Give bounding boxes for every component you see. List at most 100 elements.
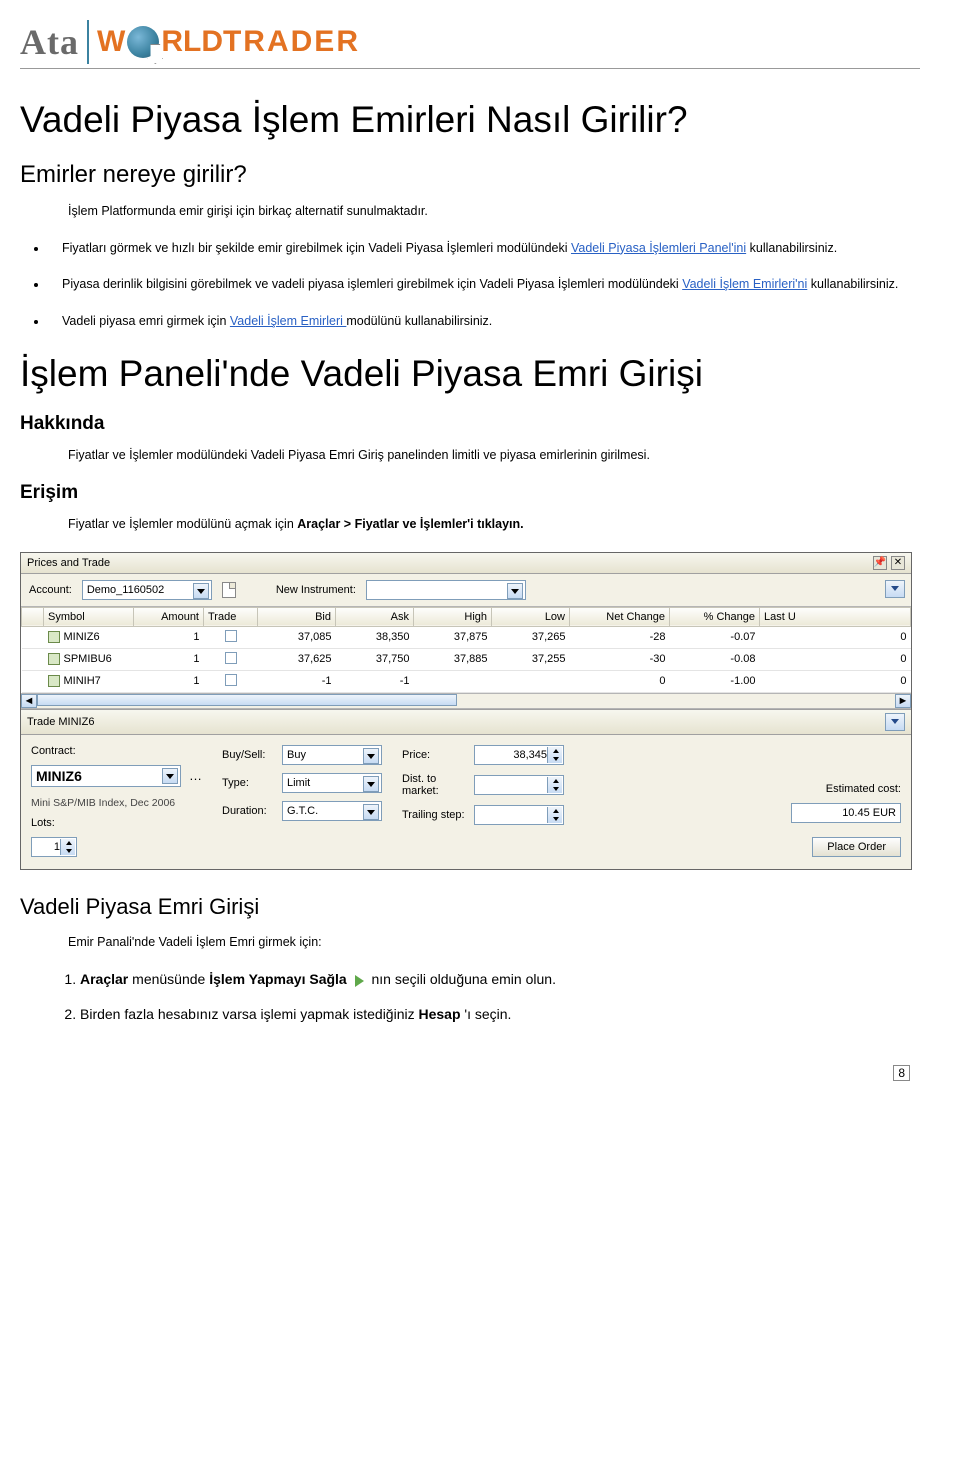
cell-trade[interactable]	[204, 648, 258, 670]
chevron-down-icon	[891, 719, 899, 724]
table-row[interactable]: SPMIBU6137,62537,75037,88537,255-30-0.08…	[22, 648, 911, 670]
duration-label: Duration:	[222, 805, 274, 817]
document-icon[interactable]	[222, 582, 236, 598]
account-value: Demo_1160502	[87, 584, 164, 596]
logo-w: W	[97, 25, 125, 59]
col-trade[interactable]: Trade	[204, 607, 258, 626]
order-col-submit: Estimated cost: 10.45 EUR Place Order	[791, 745, 901, 857]
duration-select[interactable]: G.T.C.	[282, 801, 382, 821]
step-bold: İşlem Yapmayı Sağla	[209, 971, 347, 987]
account-label: Account:	[29, 584, 72, 596]
trade-checkbox[interactable]	[225, 652, 237, 664]
scroll-track[interactable]	[37, 694, 895, 708]
cell-ask: 37,750	[336, 648, 414, 670]
cell-amount: 1	[134, 626, 204, 648]
link-orders-module[interactable]: Vadeli İşlem Emirleri	[230, 314, 346, 328]
row-handle[interactable]	[22, 626, 44, 648]
cell-low	[492, 670, 570, 692]
col-pctchange[interactable]: % Change	[670, 607, 760, 626]
buysell-select[interactable]: Buy	[282, 745, 382, 765]
cell-trade[interactable]	[204, 626, 258, 648]
cell-symbol: SPMIBU6	[44, 648, 134, 670]
list-item: Fiyatları görmek ve hızlı bir şekilde em…	[48, 239, 920, 258]
link-orders[interactable]: Vadeli İşlem Emirleri'ni	[682, 277, 807, 291]
cell-trade[interactable]	[204, 670, 258, 692]
order-col-price: Price: 38,345 Dist. to market: Trailing …	[402, 745, 564, 857]
account-toolbar: Account: Demo_1160502 New Instrument:	[21, 574, 911, 607]
bullet-text: kullanabilirsiniz.	[750, 241, 838, 255]
contract-description: Mini S&P/MIB Index, Dec 2006	[31, 797, 202, 809]
cell-low: 37,265	[492, 626, 570, 648]
table-row[interactable]: MINIZ6137,08538,35037,87537,265-28-0.070	[22, 626, 911, 648]
steps-list: Araçlar menüsünde İşlem Yapmayı Sağla nı…	[80, 969, 920, 1025]
collapse-button[interactable]	[885, 713, 905, 731]
list-item: Piyasa derinlik bilgisini görebilmek ve …	[48, 275, 920, 294]
lots-value: 1	[54, 841, 60, 853]
table-row[interactable]: MINIH71-1-10-1.000	[22, 670, 911, 692]
pin-button[interactable]: 📌	[873, 556, 887, 570]
col-ask[interactable]: Ask	[336, 607, 414, 626]
col-last[interactable]: Last U	[760, 607, 911, 626]
bullet-text: Vadeli piyasa emri girmek için	[62, 314, 230, 328]
scroll-left-button[interactable]: ◄	[21, 694, 37, 708]
contract-label: Contract:	[31, 745, 89, 757]
place-order-button[interactable]: Place Order	[812, 837, 901, 857]
play-icon	[355, 975, 364, 987]
logo-ata: Ata	[20, 21, 79, 63]
col-symbol[interactable]: Symbol	[44, 607, 134, 626]
scroll-thumb[interactable]	[37, 694, 457, 706]
step-text: menüsünde	[132, 971, 209, 987]
col-low[interactable]: Low	[492, 607, 570, 626]
table-header-row: Symbol Amount Trade Bid Ask High Low Net…	[22, 607, 911, 626]
cell-last: 0	[760, 648, 911, 670]
row-handle[interactable]	[22, 670, 44, 692]
logo-separator	[87, 20, 89, 64]
globe-icon	[127, 26, 159, 58]
prices-trade-window: Prices and Trade 📌 ✕ Account: Demo_11605…	[20, 552, 912, 870]
cell-high	[414, 670, 492, 692]
window-title: Prices and Trade	[27, 557, 110, 569]
instrument-icon	[48, 631, 60, 643]
price-table: Symbol Amount Trade Bid Ask High Low Net…	[21, 607, 911, 693]
row-handle[interactable]	[22, 648, 44, 670]
cell-netchange: -30	[570, 648, 670, 670]
step-bold: Araçlar	[80, 971, 128, 987]
buysell-value: Buy	[287, 749, 306, 761]
cell-high: 37,885	[414, 648, 492, 670]
trade-checkbox[interactable]	[225, 630, 237, 642]
order-entry-heading: Vadeli Piyasa Emri Girişi	[20, 894, 920, 920]
lots-spinner[interactable]: 1	[31, 837, 77, 857]
contract-ellipsis[interactable]: …	[189, 768, 202, 783]
estimated-cost-value: 10.45 EUR	[791, 803, 901, 823]
col-high[interactable]: High	[414, 607, 492, 626]
col-netchange[interactable]: Net Change	[570, 607, 670, 626]
expand-button[interactable]	[885, 580, 905, 598]
list-item: Vadeli piyasa emri girmek için Vadeli İş…	[48, 312, 920, 331]
trade-subpanel-titlebar: Trade MINIZ6	[21, 709, 911, 735]
trailing-label: Trailing step:	[402, 809, 466, 821]
order-col-contract: Contract: MINIZ6 … Mini S&P/MIB Index, D…	[31, 745, 202, 857]
horizontal-scrollbar[interactable]: ◄ ►	[21, 693, 911, 709]
scroll-right-button[interactable]: ►	[895, 694, 911, 708]
trade-checkbox[interactable]	[225, 674, 237, 686]
close-button[interactable]: ✕	[891, 556, 905, 570]
link-panel[interactable]: Vadeli Piyasa İşlemleri Panel'ini	[571, 241, 746, 255]
type-select[interactable]: Limit	[282, 773, 382, 793]
price-value: 38,345	[513, 749, 547, 761]
new-instrument-select[interactable]	[366, 580, 526, 600]
trailing-spinner[interactable]	[474, 805, 564, 825]
col-bid[interactable]: Bid	[258, 607, 336, 626]
price-spinner[interactable]: 38,345	[474, 745, 564, 765]
bullet-text: kullanabilirsiniz.	[811, 277, 899, 291]
col-amount[interactable]: Amount	[134, 607, 204, 626]
cell-pctchange: -1.00	[670, 670, 760, 692]
cell-bid: -1	[258, 670, 336, 692]
order-entry-paragraph: Emir Panali'nde Vadeli İşlem Emri girmek…	[68, 934, 920, 952]
account-select[interactable]: Demo_1160502	[82, 580, 212, 600]
dist-spinner[interactable]	[474, 775, 564, 795]
section-where-heading: Emirler nereye girilir?	[20, 161, 920, 189]
contract-select[interactable]: MINIZ6	[31, 765, 181, 787]
cell-netchange: 0	[570, 670, 670, 692]
step-item: Araçlar menüsünde İşlem Yapmayı Sağla nı…	[80, 969, 920, 990]
col-handle[interactable]	[22, 607, 44, 626]
